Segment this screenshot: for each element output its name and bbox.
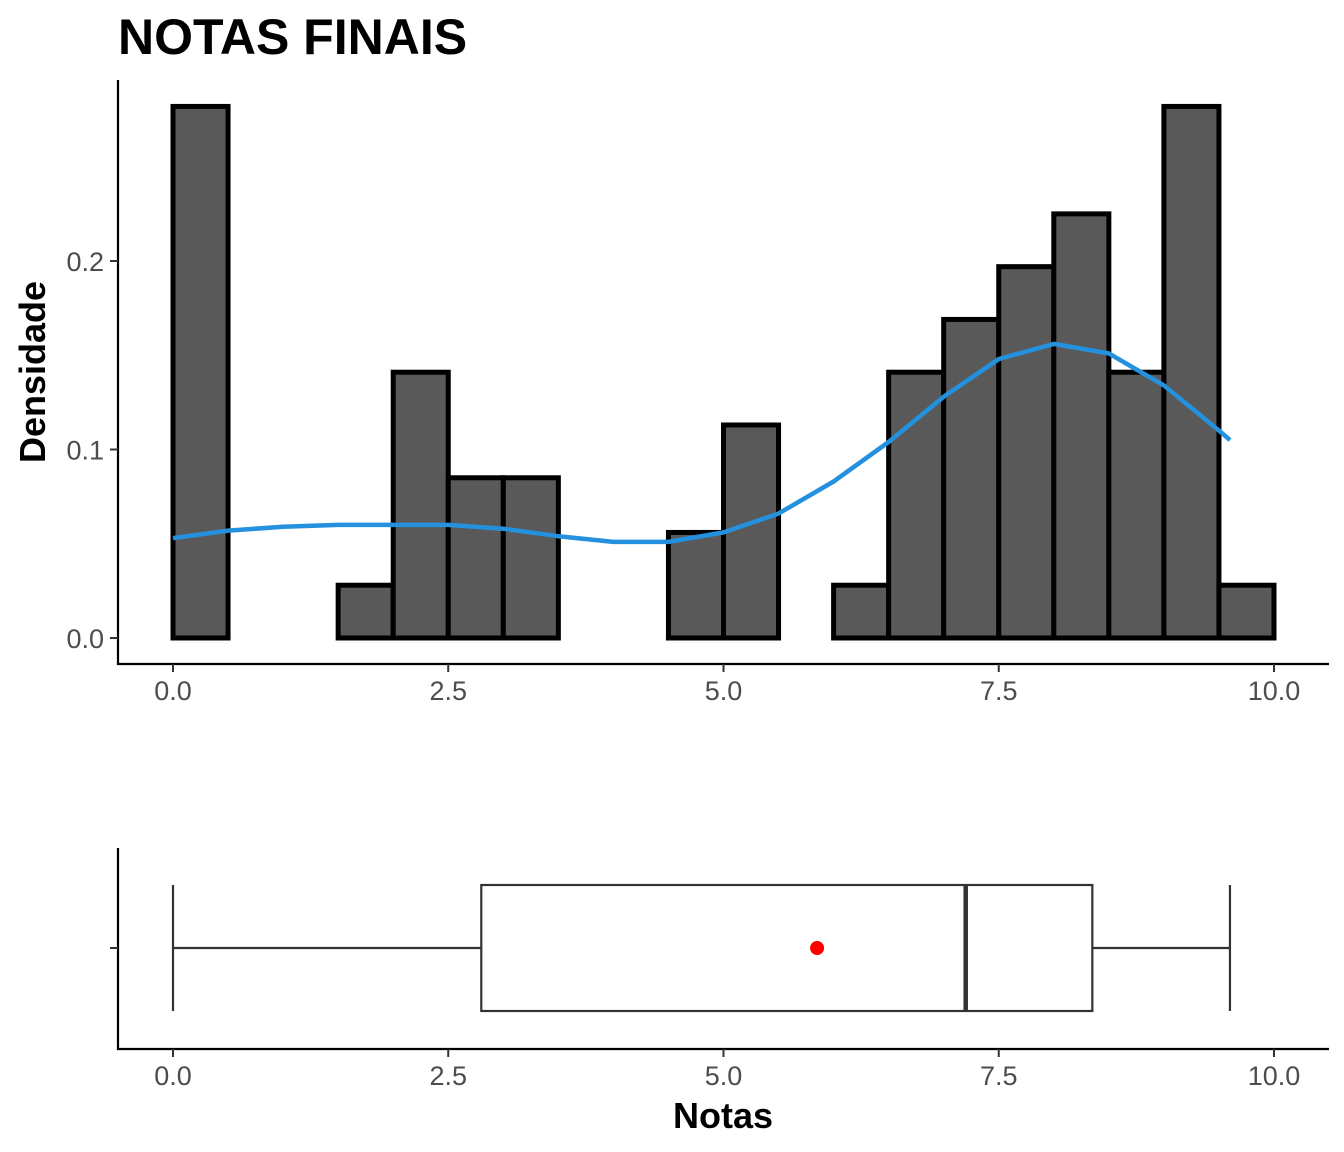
histogram-bar	[996, 264, 1057, 641]
x-tick-label: 10.0	[1248, 1061, 1301, 1091]
histogram-bar	[665, 529, 727, 641]
y-tick-label: 0.2	[66, 247, 104, 277]
iqr-box	[480, 883, 1094, 1013]
histogram-bar	[1161, 103, 1222, 641]
boxplot-panel: 0.0 2.5 5.0 7.5 10.0	[110, 848, 1329, 1091]
histogram-panel: 0.0 0.1 0.2 0.0 2.5 5.0 7.5 10.0	[66, 80, 1329, 706]
histogram-bar	[831, 582, 892, 641]
x-axis-title: Notas	[673, 1095, 773, 1136]
mean-point	[810, 941, 825, 955]
histogram-bar	[1051, 211, 1112, 641]
x-tick-label: 7.5	[980, 1061, 1018, 1091]
histogram-bar	[335, 582, 396, 641]
histogram-bar	[445, 475, 506, 641]
x-tick-label: 2.5	[429, 1061, 467, 1091]
x-tick-label: 7.5	[980, 676, 1018, 706]
x-tick-label: 5.0	[705, 676, 743, 706]
histogram-bar	[1216, 582, 1277, 641]
y-axis-title: Densidade	[12, 281, 53, 463]
x-tick-label: 10.0	[1248, 676, 1301, 706]
histogram-bar	[886, 369, 947, 641]
histogram-bar	[500, 475, 561, 641]
x-tick-label: 5.0	[705, 1061, 743, 1091]
x-tick-label: 0.0	[154, 1061, 192, 1091]
y-tick-label: 0.1	[66, 436, 104, 466]
y-tick-label: 0.0	[66, 624, 104, 654]
density-curve	[172, 341, 1232, 545]
x-tick-label: 0.0	[154, 676, 192, 706]
histogram-bar	[1106, 369, 1167, 641]
chart-title: NOTAS FINAIS	[118, 9, 467, 65]
histogram-bar	[170, 103, 231, 641]
histogram-bar	[390, 369, 451, 641]
x-tick-label: 2.5	[429, 676, 467, 706]
